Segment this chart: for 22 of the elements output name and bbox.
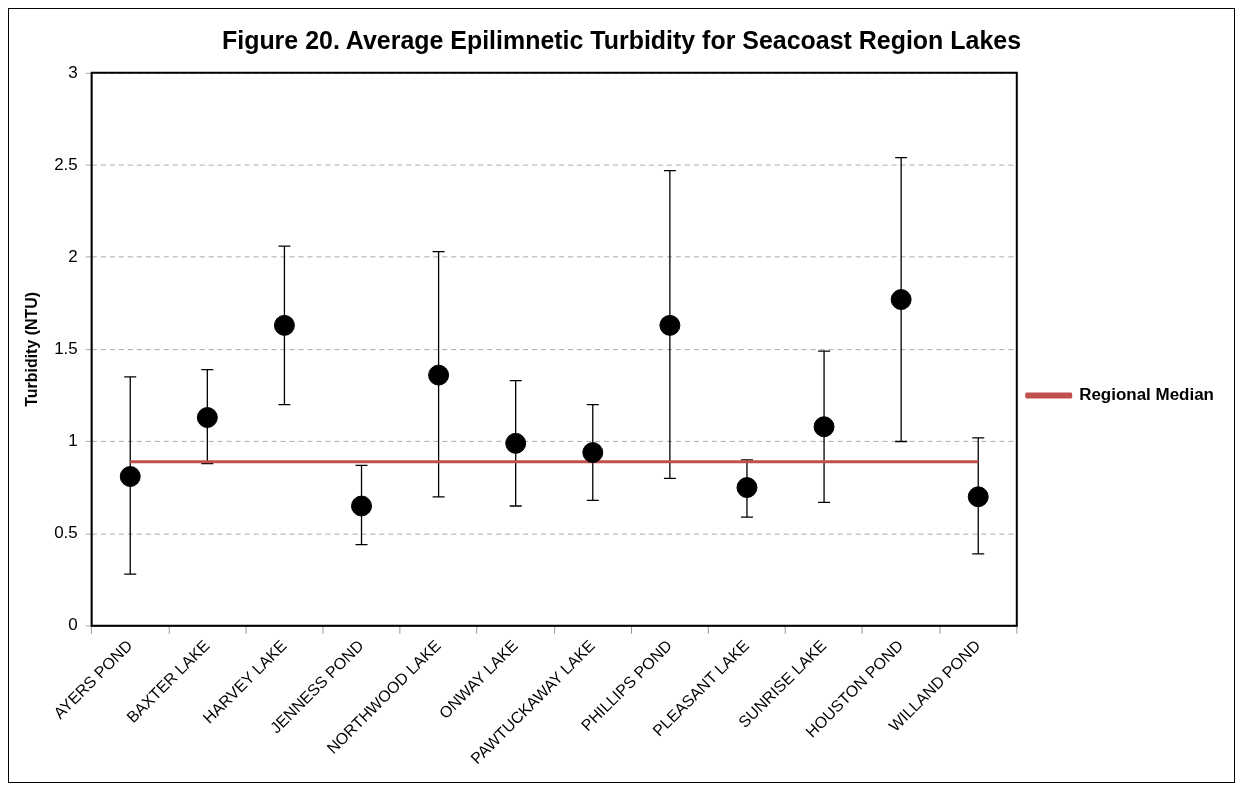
- point: [428, 364, 450, 386]
- y-tick-label: 0: [68, 615, 78, 635]
- y-axis-title: Turbidity (NTU): [22, 291, 40, 407]
- point: [813, 416, 835, 438]
- point: [351, 495, 372, 517]
- y-tick-label: 0.5: [54, 523, 78, 543]
- point: [736, 477, 758, 499]
- y-tick-label: 1.5: [54, 339, 78, 358]
- point: [582, 442, 604, 464]
- y-tick-label: 1: [68, 431, 78, 451]
- y-tick-label: 2.5: [54, 154, 78, 174]
- y-tick-label: 2: [68, 246, 78, 266]
- point: [890, 289, 912, 311]
- point: [659, 314, 681, 336]
- y-tick-label: 3: [68, 62, 78, 82]
- point: [119, 466, 141, 487]
- point: [967, 486, 989, 508]
- legend-label: Regional Median: [1079, 385, 1214, 405]
- point: [196, 407, 218, 428]
- point: [273, 314, 295, 336]
- point: [505, 432, 527, 454]
- chart-title: Figure 20. Average Epilimnetic Turbidity for Seacoast Region Lakes: [221, 25, 1022, 54]
